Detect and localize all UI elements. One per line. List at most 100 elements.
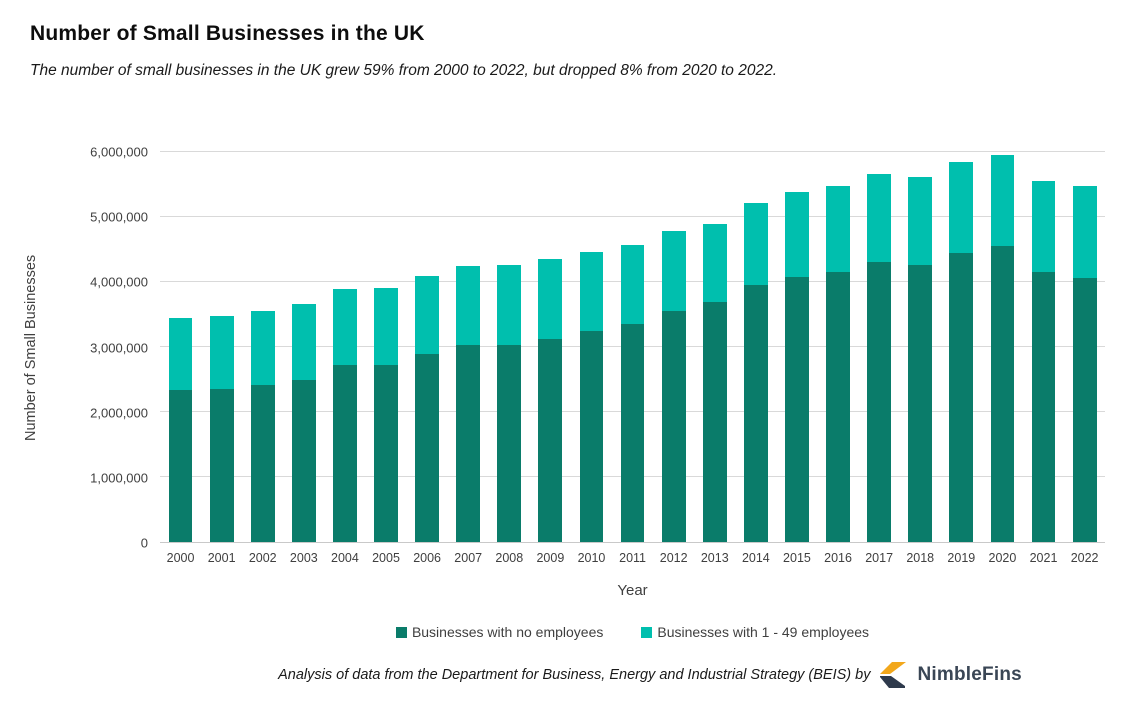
bar-segment <box>661 230 686 311</box>
bar-slot-2002 <box>242 152 283 542</box>
x-tick-label: 2018 <box>906 551 935 565</box>
y-axis-ticks: 0 1,000,000 2,000,000 3,000,000 4,000,000 5,0… <box>0 145 148 551</box>
x-tick-label: 2022 <box>1070 551 1099 565</box>
bar-segment <box>456 345 481 542</box>
bar-2016 <box>826 152 850 542</box>
bar-2011 <box>620 152 645 542</box>
chart-title: Number of Small Businesses in the UK <box>30 22 425 45</box>
bar-segment <box>702 301 727 542</box>
bar-segment <box>579 330 604 542</box>
legend-label: Businesses with no employees <box>411 624 604 640</box>
bar-segment <box>168 389 193 542</box>
bar-segment <box>291 304 316 381</box>
bar-segment <box>785 192 809 277</box>
x-tick-label: 2003 <box>289 551 318 565</box>
footer: Analysis of data from the Department for… <box>163 662 1137 688</box>
bar-2022 <box>1072 152 1097 542</box>
bar-slot-2001 <box>201 152 242 542</box>
bar-slot-2021 <box>1023 152 1064 542</box>
bar-slot-2016 <box>818 152 859 542</box>
x-tick-label: 2006 <box>413 551 442 565</box>
x-axis-ticks: 2000 2001 2002 2003 2004 2005 2006 2007 2008 2009… <box>160 551 1105 565</box>
y-tick-label: 5,000,000 <box>90 209 148 225</box>
bar-segment <box>1072 278 1097 542</box>
bar-slot-2018 <box>900 152 941 542</box>
bar-slot-2008 <box>489 152 530 542</box>
bar-slot-2020 <box>982 152 1023 542</box>
bar-2010 <box>579 152 604 542</box>
bar-segment <box>826 271 850 542</box>
bar-segment <box>579 252 604 331</box>
legend-swatch-icon <box>395 626 407 638</box>
chart-subtitle: The number of small businesses in the UK… <box>30 62 778 79</box>
gridline <box>160 215 1105 217</box>
y-tick-label: 3,000,000 <box>90 340 148 355</box>
bar-slot-2019 <box>941 152 982 542</box>
bar-segment <box>291 380 316 542</box>
bar-segment <box>168 317 193 390</box>
bar-segment <box>1031 271 1056 542</box>
bar-segment <box>620 323 645 542</box>
bar-segment <box>990 155 1015 246</box>
x-tick-label: 2012 <box>659 551 688 565</box>
nimblefins-logo <box>879 662 908 688</box>
bar-segment <box>620 244 645 324</box>
bar-segment <box>538 339 563 542</box>
bar-slot-2013 <box>694 152 735 542</box>
bar-2019 <box>949 152 974 542</box>
bar-2018 <box>908 152 933 542</box>
bar-2002 <box>250 152 275 542</box>
bar-slot-2014 <box>735 152 776 542</box>
bar-2005 <box>374 152 398 542</box>
x-tick-label: 2021 <box>1029 551 1058 565</box>
bar-segment <box>456 266 481 346</box>
bar-2008 <box>497 152 522 542</box>
bar-slot-2015 <box>776 152 817 542</box>
y-tick-label: 0 <box>140 535 148 551</box>
x-tick-label: 2015 <box>783 551 811 565</box>
bar-segment <box>250 310 275 386</box>
bar-slot-2022 <box>1064 152 1105 542</box>
x-axis-title: Year <box>617 582 648 599</box>
legend: Businesses with no employees Businesses w… <box>160 624 1105 640</box>
legend-item: Businesses with no employees <box>395 624 604 640</box>
footer-attribution: Analysis of data from the Department for… <box>278 667 871 683</box>
bar-2012 <box>661 152 686 542</box>
bar-segment <box>1072 186 1097 279</box>
bar-segment <box>250 385 275 542</box>
bar-2014 <box>743 152 768 542</box>
x-tick-label: 2005 <box>372 551 400 565</box>
x-tick-label: 2019 <box>947 551 976 565</box>
legend-label: Businesses with 1 - 49 employees <box>657 624 870 640</box>
y-tick-label: 1,000,000 <box>90 470 148 486</box>
x-tick-label: 2010 <box>577 551 606 565</box>
x-tick-label: 2000 <box>166 551 195 565</box>
bar-segment <box>743 203 768 285</box>
bar-2007 <box>456 152 481 542</box>
bar-series <box>160 152 1105 542</box>
bar-slot-2005 <box>365 152 406 542</box>
bar-segment <box>497 345 522 542</box>
bar-segment <box>415 275 440 354</box>
bar-segment <box>702 223 727 302</box>
plot-area <box>160 151 1105 543</box>
bar-2020 <box>990 152 1015 542</box>
legend-swatch-icon <box>641 626 653 638</box>
x-tick-label: 2009 <box>536 551 565 565</box>
bar-slot-2003 <box>283 152 324 542</box>
x-tick-label: 2020 <box>988 551 1017 565</box>
x-tick-label: 2016 <box>824 551 852 565</box>
x-tick-label: 2013 <box>700 551 729 565</box>
bar-segment <box>785 276 809 542</box>
bar-2015 <box>785 152 809 542</box>
x-tick-label: 2001 <box>207 551 236 565</box>
x-tick-label: 2008 <box>495 551 524 565</box>
bar-segment <box>949 162 974 253</box>
bar-slot-2000 <box>160 152 201 542</box>
x-tick-label: 2002 <box>248 551 277 565</box>
bar-segment <box>826 186 850 272</box>
x-tick-label: 2011 <box>619 551 647 565</box>
y-tick-label: 2,000,000 <box>90 405 148 421</box>
bar-segment <box>867 261 892 542</box>
bar-2013 <box>702 152 727 542</box>
